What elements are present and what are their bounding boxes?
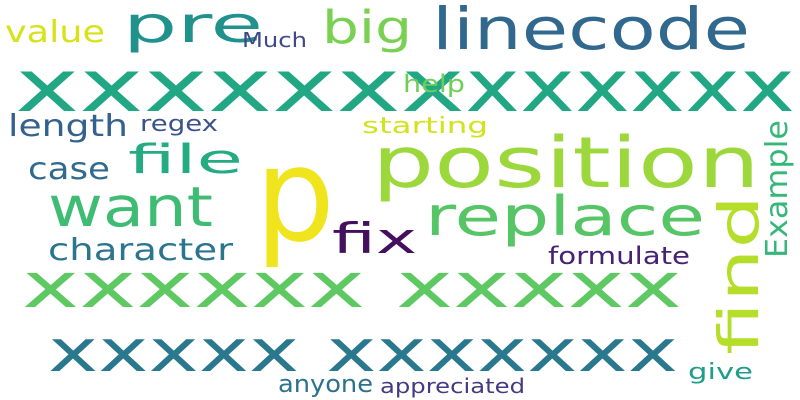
word-starting: starting xyxy=(362,114,488,139)
word-xxxxx-xxxxxxx: xxxxx xxxxxxx xyxy=(48,317,678,385)
word-position: position xyxy=(372,122,760,204)
word-help: help xyxy=(403,70,465,98)
word-p: p xyxy=(255,119,335,271)
word-length: length xyxy=(8,109,128,144)
word-case: case xyxy=(28,152,110,187)
word-xxxxxxx-top-left: xxxxxxx xyxy=(15,44,465,128)
word-value: value xyxy=(5,15,105,50)
word-big: big xyxy=(322,1,412,54)
word-pre: pre xyxy=(123,0,263,54)
word-give: give xyxy=(688,360,753,385)
word-find: find xyxy=(707,195,771,355)
word-linecode: linecode xyxy=(432,0,750,63)
word-fix: fix xyxy=(332,214,417,263)
word-anyone: anyone xyxy=(278,370,373,398)
word-much: Much xyxy=(242,28,307,52)
word-formulate: formulate xyxy=(548,242,690,270)
word-regex: regex xyxy=(140,112,218,137)
word-character: character xyxy=(48,233,233,268)
word-appreciated: appreciated xyxy=(380,374,525,398)
word-example: Example xyxy=(760,120,795,258)
word-xxxxxx-xxxxx: xxxxxx xxxxx xyxy=(22,249,682,322)
word-file: file xyxy=(128,137,243,183)
word-replace: replace xyxy=(425,185,705,248)
word-xxxxxx-top-right: xxxxxx xyxy=(465,44,795,128)
word-want: want xyxy=(48,175,213,239)
